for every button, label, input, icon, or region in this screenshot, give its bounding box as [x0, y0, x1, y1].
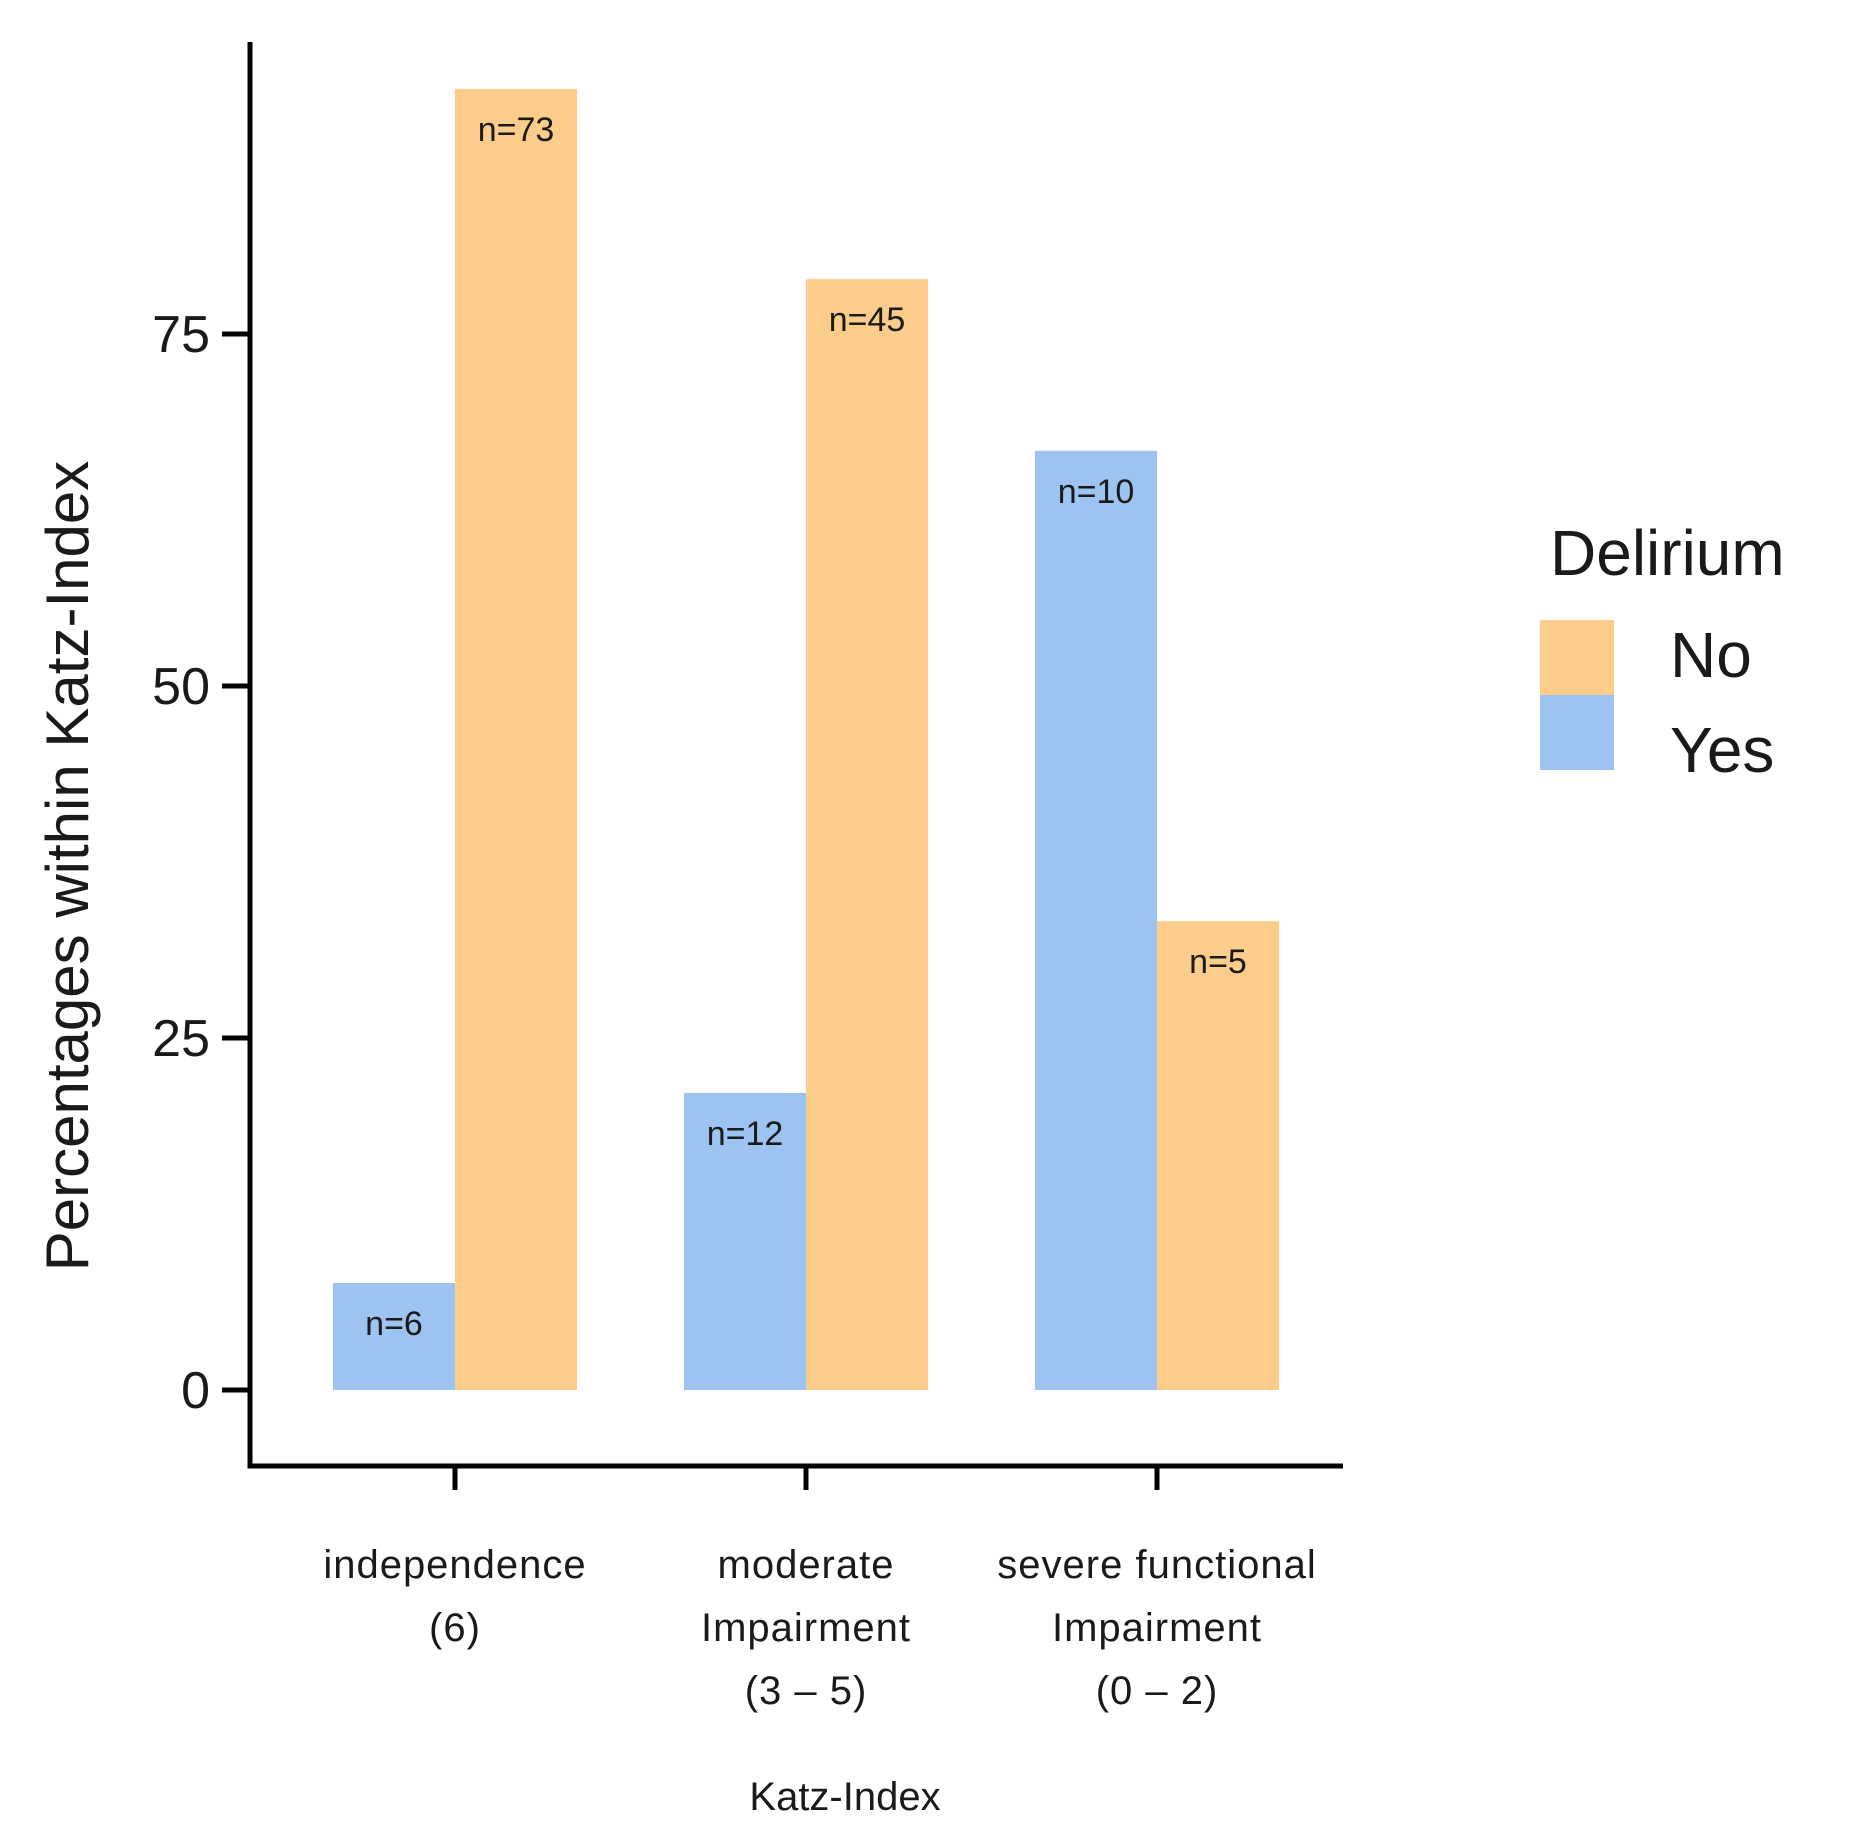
y-axis-title: Percentages within Katz-Index: [34, 461, 101, 1271]
legend: Delirium No Yes: [1540, 517, 1785, 786]
bar-yes-2: [1035, 450, 1157, 1390]
bar-no-2: [1157, 921, 1279, 1390]
axes-frame: [247, 42, 1343, 1469]
x-tick-label-0-line-1: (6): [429, 1606, 481, 1650]
legend-swatch-no: [1540, 620, 1614, 695]
bars-layer: [333, 89, 1279, 1390]
bar-label-yes-1: n=12: [707, 1115, 784, 1153]
y-tick-label-0: 0: [181, 1362, 210, 1420]
x-tick-label-1-line-1: Impairment: [701, 1606, 911, 1650]
y-tick-label-25: 25: [152, 1010, 210, 1068]
x-tick-label-0-line-0: independence: [323, 1543, 586, 1587]
y-ticks: 0 25 50 75: [152, 306, 250, 1420]
x-tick-label-2-line-1: Impairment: [1052, 1606, 1262, 1650]
bar-no-0: [455, 89, 577, 1390]
legend-title: Delirium: [1550, 517, 1785, 589]
bar-no-1: [806, 279, 928, 1390]
bar-yes-0: [333, 1282, 455, 1390]
bar-label-no-2: n=5: [1189, 943, 1247, 981]
x-tick-label-1-line-0: moderate: [718, 1543, 895, 1587]
legend-label-yes: Yes: [1670, 714, 1774, 786]
x-axis-title: Katz-Index: [749, 1775, 940, 1819]
legend-label-no: No: [1670, 619, 1752, 691]
bar-label-yes-0: n=6: [365, 1305, 423, 1343]
legend-swatch-yes: [1540, 695, 1614, 770]
bar-label-no-1: n=45: [829, 301, 906, 339]
x-tick-label-2-line-2: (0 – 2): [1096, 1669, 1219, 1713]
x-tick-label-2-line-0: severe functional: [997, 1543, 1316, 1587]
x-ticks: independence (6) moderate Impairment (3 – 5)…: [323, 1466, 1316, 1713]
bar-label-yes-2: n=10: [1058, 473, 1135, 511]
bar-label-no-0: n=73: [478, 111, 555, 149]
bar-yes-1: [684, 1092, 806, 1390]
axes-layer: [247, 42, 1343, 1469]
y-tick-label-75: 75: [152, 306, 210, 364]
bar-labels-layer: n=6 n=12 n=10 n=73 n=45 n=5: [365, 111, 1247, 1343]
y-tick-label-50: 50: [152, 658, 210, 716]
x-tick-label-1-line-2: (3 – 5): [745, 1669, 868, 1713]
